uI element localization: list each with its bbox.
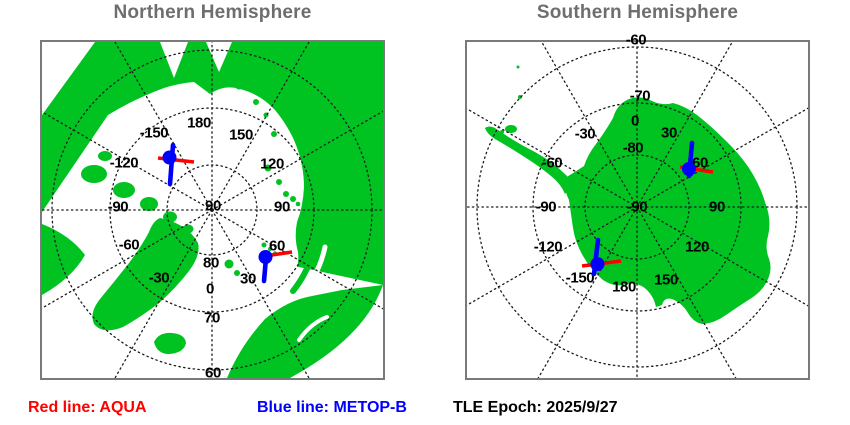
meridian-line xyxy=(114,209,213,378)
lon-label--30: -30 xyxy=(148,269,170,287)
southern-graticule-layer xyxy=(467,42,808,378)
lon-label-120: 120 xyxy=(685,238,709,256)
lon-label-30: 30 xyxy=(240,270,256,288)
lon-label--30: -30 xyxy=(574,125,596,143)
land-arctic-island xyxy=(98,151,112,161)
northern-labels: 180 -150 150 -120 120 -90 90 -60 60 -30 30 0 90 80 70 6… xyxy=(42,42,383,382)
lon-label--120: -120 xyxy=(533,238,563,256)
lon-label--60: -60 xyxy=(118,236,140,254)
northern-graticule-layer xyxy=(42,42,383,378)
land-new-siberian-island xyxy=(271,131,277,137)
land-novaya-zemlya xyxy=(290,242,318,294)
sea-bering-notch xyxy=(160,42,188,78)
lon-label-60: 60 xyxy=(269,237,285,255)
northern-hemisphere-map: 180 -150 150 -120 120 -90 90 -60 60 -30 30 0 90 80 70 6… xyxy=(40,40,385,382)
land-svalbard xyxy=(224,259,234,269)
land-severnaya-zemlya xyxy=(295,201,301,207)
legend-metopb: Blue line: METOP-B xyxy=(257,399,407,416)
meridian-line xyxy=(467,206,638,306)
land-canada-mainland xyxy=(42,224,85,295)
meridian-line xyxy=(211,209,383,310)
meridian-line xyxy=(537,206,638,378)
land-wrangel-island xyxy=(235,82,243,90)
legend-tle-epoch: TLE Epoch: 2025/9/27 xyxy=(453,399,618,416)
land-franz-josef xyxy=(261,242,267,248)
lon-label-30: 30 xyxy=(661,124,677,142)
land-coastal-island xyxy=(276,179,282,185)
lon-label--150: -150 xyxy=(139,124,169,142)
meridian-line xyxy=(636,206,737,378)
meridian-line xyxy=(467,108,638,208)
meridian-line xyxy=(211,42,310,211)
land-antarctica xyxy=(564,97,771,325)
meridian-line xyxy=(42,209,213,309)
land-antarctic-islet xyxy=(516,65,520,69)
lon-label-90: 90 xyxy=(709,198,725,216)
meridian-line xyxy=(540,42,638,208)
lon-label-0: 0 xyxy=(631,112,639,130)
satellite-position-dot xyxy=(162,150,177,165)
meridian-line xyxy=(42,111,213,211)
land-banks-island xyxy=(81,165,107,183)
lon-label-150: 150 xyxy=(654,271,678,289)
land-severnaya-zemlya xyxy=(290,196,296,202)
lat-label--80: -80 xyxy=(622,139,644,157)
land-iceland xyxy=(154,332,186,354)
land-arctic-island xyxy=(140,197,158,211)
land-victoria-island xyxy=(113,182,135,198)
land-antarctic-peninsula xyxy=(485,126,569,194)
satellite-position-dot xyxy=(682,162,696,176)
satellite-position-dot xyxy=(590,257,605,271)
land-franz-josef xyxy=(268,247,272,251)
sea-kara-strait xyxy=(298,244,328,297)
meridian-line xyxy=(636,206,808,307)
lon-label--120: -120 xyxy=(109,154,139,172)
meridian-line xyxy=(114,42,213,211)
southern-labels: 0 30 -30 60 -60 90 -90 120 -120 150 -150 180 -90 -80 -… xyxy=(467,33,808,378)
lon-label-150: 150 xyxy=(229,126,253,144)
lat-label-70: 70 xyxy=(204,309,220,327)
land-antarctic-islet xyxy=(500,130,504,134)
lon-label--90: -90 xyxy=(107,198,129,216)
lon-label-60: 60 xyxy=(692,154,708,172)
lat-label--70: -70 xyxy=(629,87,651,105)
northern-markers xyxy=(157,142,293,284)
meridian-line xyxy=(211,209,310,378)
lon-label-120: 120 xyxy=(260,155,284,173)
southern-hemisphere-map: 0 30 -30 60 -60 90 -90 120 -120 150 -150 180 -90 -80 -… xyxy=(465,33,810,380)
southern-markers xyxy=(581,140,714,277)
lon-label-180: 180 xyxy=(187,114,211,132)
latitude-circle--70 xyxy=(532,102,742,312)
land-coastal-island xyxy=(264,164,272,172)
land-coastal-island xyxy=(283,191,289,197)
land-greenland xyxy=(92,218,199,331)
lon-label--60: -60 xyxy=(541,154,563,172)
southern-hemisphere-title: Southern Hemisphere xyxy=(536,2,739,23)
northern-hemisphere-title: Northern Hemisphere xyxy=(113,2,312,23)
lon-label--90: -90 xyxy=(535,198,557,216)
lon-label-180: 180 xyxy=(612,278,636,296)
lon-label--150: -150 xyxy=(565,269,595,287)
meridian-line xyxy=(636,42,734,208)
satellite-position-dot xyxy=(258,250,273,264)
sea-corner-wedge xyxy=(42,42,95,115)
land-peninsula-tip xyxy=(505,125,517,133)
lat-label-60: 60 xyxy=(205,364,221,382)
legend-aqua: Red line: AQUA xyxy=(28,399,147,416)
meridian-line xyxy=(636,107,808,208)
sea-barents xyxy=(240,230,298,296)
lon-label-0: 0 xyxy=(206,280,214,298)
latitude-circle--80 xyxy=(584,154,690,260)
southern-land-layer xyxy=(485,65,771,325)
lat-label-80: 80 xyxy=(203,254,219,272)
lat-label--90: -90 xyxy=(626,198,648,216)
meridian-line xyxy=(211,110,383,211)
sea-white-sea xyxy=(297,315,329,342)
lon-label-90: 90 xyxy=(274,198,290,216)
land-new-siberian-island xyxy=(253,99,259,105)
lat-label-90: 90 xyxy=(205,197,221,215)
lat-label--60: -60 xyxy=(625,31,647,49)
land-svalbard xyxy=(234,270,240,276)
